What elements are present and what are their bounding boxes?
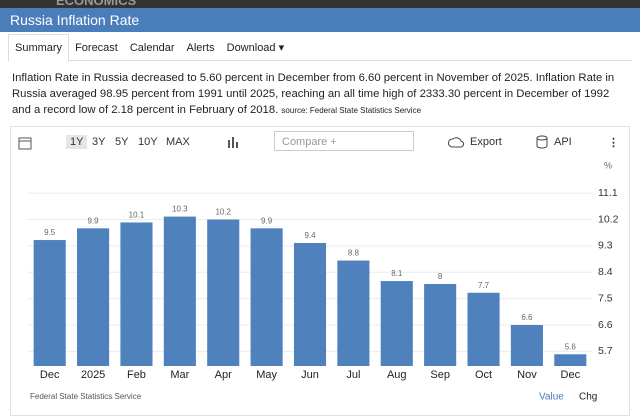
x-tick-label: Mar [170, 369, 189, 381]
bar [250, 228, 283, 366]
bar [554, 354, 587, 366]
api-icon[interactable] [536, 135, 548, 149]
value-label: 9.4 [304, 231, 316, 240]
bar [337, 260, 370, 366]
tabs: Summary Forecast Calendar Alerts Download ▾ [8, 34, 632, 62]
y-tick-label: 7.5 [598, 292, 613, 304]
bar [293, 242, 327, 366]
x-tick-label: May [256, 369, 277, 381]
value-label: 9.9 [88, 216, 100, 225]
value-toggle[interactable]: Value [539, 392, 564, 403]
menu-button[interactable]: ⋮ [608, 137, 619, 149]
y-tick-label: 10.2 [598, 213, 619, 225]
x-tick-label: Sep [430, 369, 450, 381]
value-label: 5.6 [565, 342, 577, 351]
toolbar: 1Y 3Y 5Y 10Y MAX Compare + Export API ⋮ [10, 130, 630, 156]
header-title: Russia Inflation Rate [0, 8, 640, 32]
x-tick-label: 2025 [81, 369, 105, 381]
x-tick-label: Dec [561, 369, 581, 381]
range-button[interactable]: 5Y [115, 136, 129, 148]
bar [207, 219, 240, 366]
bar [424, 283, 457, 366]
value-label: 6.6 [521, 313, 533, 322]
value-label: 8.8 [348, 249, 360, 258]
description: Inflation Rate in Russia decreased to 5.… [12, 70, 630, 119]
api-button[interactable]: API [554, 136, 572, 148]
x-tick-label: Jul [346, 369, 360, 381]
y-tick-label: 6.6 [598, 319, 613, 331]
bar [163, 216, 196, 366]
y-tick-label: 8.4 [598, 266, 613, 278]
compare-input[interactable]: Compare + [274, 131, 414, 151]
x-tick-label: Apr [215, 369, 232, 381]
description-text: Inflation Rate in Russia decreased to 5.… [12, 72, 615, 116]
bar [510, 324, 543, 366]
bar [120, 222, 153, 366]
tab[interactable]: Alerts [186, 42, 215, 54]
value-label: 8.1 [391, 269, 403, 278]
value-label: 9.5 [44, 228, 56, 237]
x-tick-label: Feb [127, 369, 146, 381]
value-label: 7.7 [478, 281, 490, 290]
bar [33, 240, 66, 366]
bar [380, 281, 413, 366]
export-icon[interactable] [448, 136, 464, 149]
x-tick-label: Aug [387, 369, 407, 381]
bar [467, 292, 500, 366]
source: source: Federal State Statistics Service [281, 106, 422, 115]
tab[interactable]: Download ▾ [221, 35, 291, 61]
value-label: 10.3 [172, 205, 188, 214]
chart-type-icon[interactable] [227, 136, 239, 148]
range-button[interactable]: 3Y [92, 136, 106, 148]
bar [77, 228, 110, 366]
value-label: 10.2 [215, 208, 231, 217]
y-tick-label: 9.3 [598, 240, 613, 252]
range-button[interactable]: 1Y [66, 135, 88, 149]
tab[interactable]: Forecast [75, 42, 118, 54]
tab-label: Download [226, 42, 276, 54]
range-button[interactable]: 10Y [138, 136, 158, 148]
x-tick-label: Nov [517, 369, 537, 381]
chart: % 5.7 6.6 7.5 8.4 9.3 10.2 11.1 Dec 9.5 2025 9.9 Feb… [28, 160, 619, 403]
y-tick-label: 11.1 [598, 187, 618, 199]
x-tick-label: Oct [475, 369, 492, 381]
value-label: 9.9 [261, 216, 273, 225]
calendar-icon[interactable] [18, 136, 32, 150]
y-tick-label: 5.7 [598, 345, 613, 357]
tab[interactable]: Calendar [129, 42, 175, 54]
range-button[interactable]: MAX [166, 136, 190, 148]
chg-toggle[interactable]: Chg [579, 392, 597, 403]
value-label: 8 [438, 272, 443, 281]
top-bar: ECONOMICS [0, 0, 640, 8]
tab[interactable]: Summary [8, 34, 70, 62]
chart-frame [10, 126, 630, 416]
export-button[interactable]: Export [470, 136, 502, 148]
unit-label: % [604, 160, 612, 170]
brand[interactable]: ECONOMICS [56, 0, 137, 8]
x-tick-label: Dec [40, 369, 60, 381]
value-label: 10.1 [129, 211, 145, 220]
chart-source: Federal State Statistics Service [30, 392, 142, 401]
x-tick-label: Jun [301, 369, 319, 381]
